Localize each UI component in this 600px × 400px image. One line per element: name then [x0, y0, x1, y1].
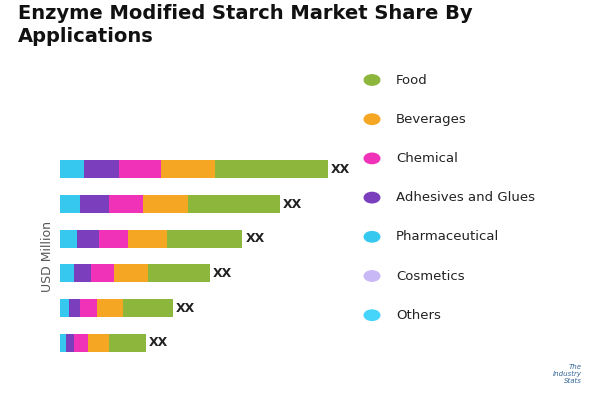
Bar: [115, 264, 148, 282]
Bar: [69, 299, 80, 317]
Text: XX: XX: [213, 267, 232, 280]
Text: Others: Others: [396, 309, 441, 322]
Bar: [84, 160, 119, 178]
Text: Adhesives and Glues: Adhesives and Glues: [396, 191, 535, 204]
Bar: [161, 160, 215, 178]
Bar: [148, 264, 210, 282]
Text: Beverages: Beverages: [396, 113, 467, 126]
Bar: [74, 334, 88, 352]
Text: XX: XX: [245, 232, 265, 245]
Bar: [80, 299, 97, 317]
Bar: [60, 160, 84, 178]
Text: Chemical: Chemical: [396, 152, 458, 165]
Bar: [119, 160, 161, 178]
Bar: [167, 230, 242, 248]
Text: XX: XX: [283, 198, 302, 210]
Bar: [109, 195, 143, 213]
Bar: [60, 299, 69, 317]
Bar: [60, 334, 66, 352]
Bar: [97, 299, 124, 317]
Text: Pharmaceutical: Pharmaceutical: [396, 230, 499, 243]
Text: XX: XX: [149, 336, 168, 349]
Bar: [60, 195, 80, 213]
Bar: [100, 230, 128, 248]
Bar: [80, 195, 109, 213]
Bar: [109, 334, 146, 352]
Text: Enzyme Modified Starch Market Share By
Applications: Enzyme Modified Starch Market Share By A…: [18, 4, 473, 46]
Bar: [215, 160, 328, 178]
Bar: [60, 264, 74, 282]
Bar: [60, 230, 77, 248]
Bar: [88, 334, 109, 352]
Text: XX: XX: [331, 163, 350, 176]
Bar: [66, 334, 74, 352]
Bar: [77, 230, 100, 248]
Bar: [128, 230, 167, 248]
Bar: [74, 264, 91, 282]
Text: Food: Food: [396, 74, 428, 86]
Bar: [91, 264, 115, 282]
Text: XX: XX: [176, 302, 195, 314]
Bar: [188, 195, 280, 213]
Bar: [124, 299, 173, 317]
Bar: [143, 195, 188, 213]
Y-axis label: USD Million: USD Million: [41, 220, 55, 292]
Text: The
Industry
Stats: The Industry Stats: [553, 364, 582, 384]
Text: Cosmetics: Cosmetics: [396, 270, 464, 282]
